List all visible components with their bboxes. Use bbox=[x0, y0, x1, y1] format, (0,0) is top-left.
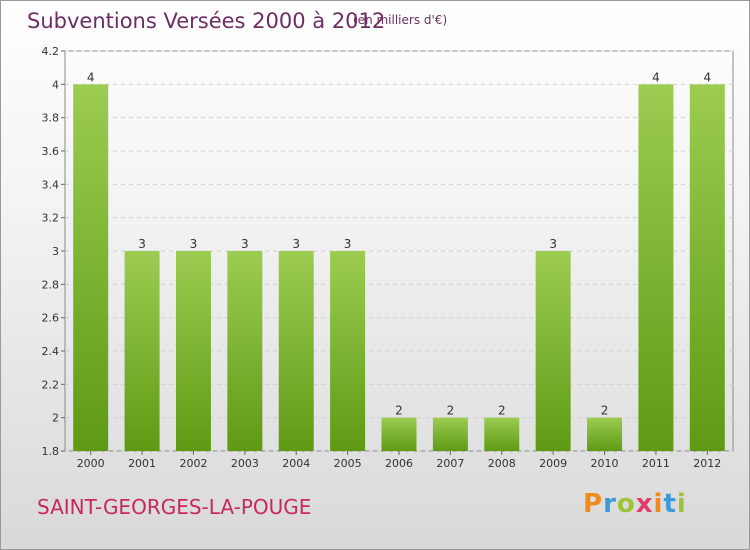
x-tick-label: 2007 bbox=[436, 457, 464, 470]
y-axis-ticks: 1.8 2 2.2 2.4 2.6 2.8 3 3.2 3.4 3.6 3.8 4 4.2 bbox=[42, 45, 65, 458]
x-tick-label: 2006 bbox=[385, 457, 413, 470]
x-tick-label: 2008 bbox=[488, 457, 516, 470]
y-tick-label: 3 bbox=[52, 245, 59, 258]
bar bbox=[330, 251, 366, 451]
y-tick-label: 3.4 bbox=[42, 178, 60, 191]
bar-value-label: 2 bbox=[601, 404, 609, 418]
bar-value-label: 3 bbox=[241, 237, 249, 251]
y-tick-label: 2.4 bbox=[42, 345, 60, 358]
bar bbox=[73, 84, 109, 451]
bar-value-label: 4 bbox=[703, 70, 711, 84]
bar bbox=[175, 251, 211, 451]
x-tick-label: 2001 bbox=[128, 457, 156, 470]
bar bbox=[535, 251, 571, 451]
x-axis-ticks: 2000 2001 2002 2003 2004 2005 2006 2007 2008 2009… bbox=[77, 451, 721, 470]
bar-value-label: 2 bbox=[447, 404, 455, 418]
y-tick-label: 2.8 bbox=[42, 278, 60, 291]
y-tick-label: 4 bbox=[52, 78, 59, 91]
bar bbox=[689, 84, 725, 451]
x-tick-label: 2000 bbox=[77, 457, 105, 470]
bar-value-label: 2 bbox=[395, 404, 403, 418]
commune-name: SAINT-GEORGES-LA-POUGE bbox=[37, 495, 312, 519]
bar-value-label: 3 bbox=[549, 237, 557, 251]
bar bbox=[432, 417, 468, 451]
y-tick-label: 3.8 bbox=[42, 112, 60, 125]
y-tick-label: 3.6 bbox=[42, 145, 60, 158]
x-tick-label: 2011 bbox=[642, 457, 670, 470]
bar bbox=[638, 84, 674, 451]
bars: 4 3 3 3 3 3 2 2 2 3 2 4 4 bbox=[73, 70, 725, 451]
y-tick-label: 2.2 bbox=[42, 378, 60, 391]
gridlines bbox=[65, 50, 733, 452]
bar bbox=[484, 417, 520, 451]
chart-subtitle: (en milliers d'€) bbox=[353, 13, 448, 27]
x-tick-label: 2003 bbox=[231, 457, 259, 470]
bar bbox=[124, 251, 160, 451]
x-tick-label: 2012 bbox=[693, 457, 721, 470]
x-tick-label: 2005 bbox=[334, 457, 362, 470]
bar bbox=[227, 251, 263, 451]
y-tick-label: 2 bbox=[52, 412, 59, 425]
x-tick-label: 2009 bbox=[539, 457, 567, 470]
bar-value-label: 2 bbox=[498, 404, 506, 418]
bar-value-label: 4 bbox=[87, 70, 95, 84]
y-tick-label: 2.6 bbox=[42, 312, 60, 325]
bar-value-label: 4 bbox=[652, 70, 660, 84]
bar-value-label: 3 bbox=[190, 237, 198, 251]
bar-value-label: 3 bbox=[292, 237, 300, 251]
bar-value-label: 3 bbox=[344, 237, 352, 251]
y-tick-label: 4.2 bbox=[42, 45, 60, 58]
chart-title: Subventions Versées 2000 à 2012 bbox=[27, 9, 386, 33]
y-tick-label: 3.2 bbox=[42, 212, 60, 225]
x-tick-label: 2010 bbox=[591, 457, 619, 470]
bar-value-label: 3 bbox=[138, 237, 146, 251]
x-tick-label: 2004 bbox=[282, 457, 310, 470]
plot-area bbox=[64, 50, 734, 452]
y-tick-label: 1.8 bbox=[42, 445, 60, 458]
bar bbox=[381, 417, 417, 451]
bar bbox=[587, 417, 623, 451]
x-tick-label: 2002 bbox=[179, 457, 207, 470]
proxiti-logo: Proxiti bbox=[583, 489, 687, 519]
bar bbox=[278, 251, 314, 451]
